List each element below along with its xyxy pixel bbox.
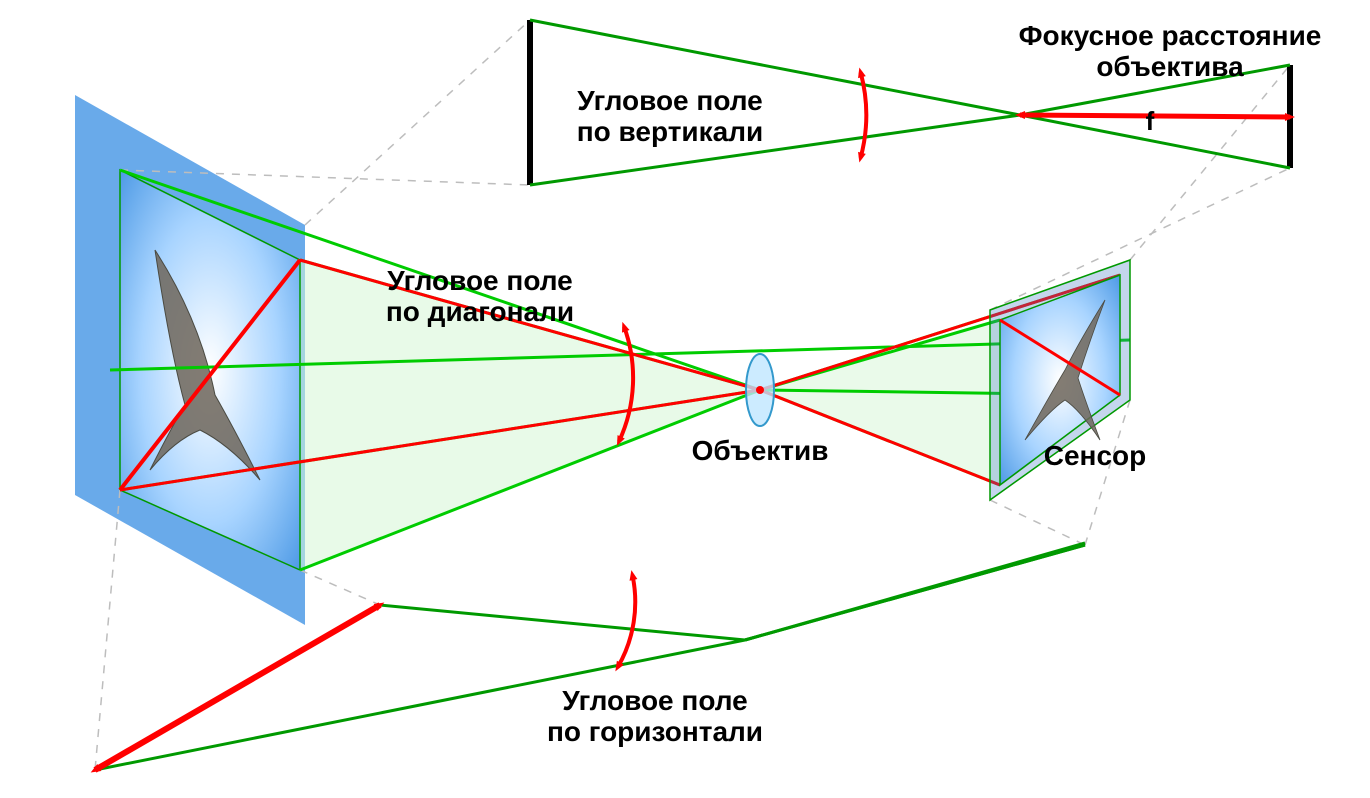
label-f: f bbox=[1146, 106, 1155, 136]
label-diagonal_field: Угловое полепо диагонали bbox=[386, 265, 574, 327]
baseline-arrow bbox=[95, 605, 380, 770]
label-focal_length: Фокусное расстояниеобъектива bbox=[1019, 20, 1322, 82]
label-vertical_field: Угловое полепо вертикали bbox=[577, 85, 763, 147]
label-lens: Объектив bbox=[692, 435, 829, 466]
label-sensor: Сенсор bbox=[1044, 440, 1146, 471]
focal-length-arrow bbox=[1020, 115, 1290, 117]
lens-center bbox=[756, 386, 764, 394]
label-horizontal_field: Угловое полепо горизонтали bbox=[547, 685, 763, 747]
angle-arc-horizontal bbox=[618, 575, 635, 667]
